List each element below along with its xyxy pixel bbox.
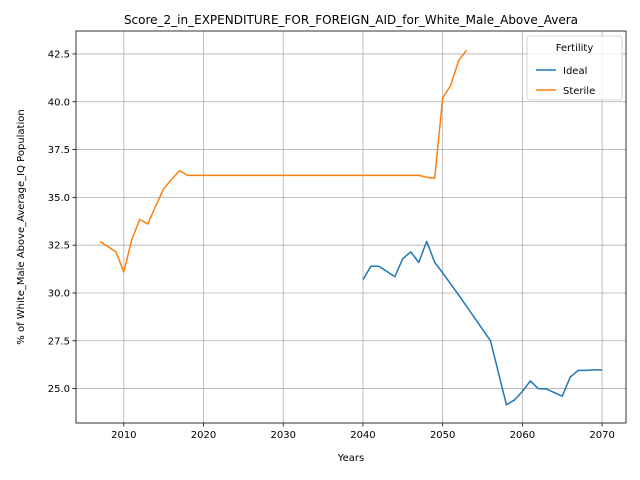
x-tick-label: 2040: [350, 430, 375, 441]
legend-title: Fertility: [556, 43, 594, 54]
series-line-sterile: [99, 49, 468, 273]
y-tick-label: 37.5: [48, 145, 70, 156]
y-tick-label: 40.0: [48, 97, 70, 108]
series-layer: [99, 49, 603, 406]
legend-box: [526, 35, 623, 101]
grid: [76, 31, 626, 423]
y-axis: 25.0 27.5 30.0 32.5 35.0 37.5 40.0 42.5: [48, 49, 76, 395]
y-tick-label: 27.5: [48, 336, 70, 347]
y-axis-label: % of White_Male Above_Average_IQ Populat…: [16, 109, 27, 344]
y-tick-label: 30.0: [48, 288, 70, 299]
legend: Fertility Ideal Sterile: [526, 35, 623, 101]
legend-label-sterile: Sterile: [563, 86, 595, 97]
y-tick-label: 25.0: [48, 384, 70, 395]
chart-title: Score_2_in_EXPENDITURE_FOR_FOREIGN_AID_f…: [124, 13, 578, 27]
y-tick-label: 32.5: [48, 241, 70, 252]
x-tick-label: 2030: [271, 430, 296, 441]
x-tick-label: 2020: [191, 430, 216, 441]
x-tick-label: 2070: [589, 430, 614, 441]
y-tick-label: 35.0: [48, 193, 70, 204]
x-tick-label: 2060: [510, 430, 535, 441]
y-tick-label: 42.5: [48, 49, 70, 60]
x-axis: 2010 2020 2030 2040 2050 2060 2070: [111, 423, 615, 441]
series-line-ideal: [362, 240, 603, 406]
legend-label-ideal: Ideal: [563, 66, 587, 77]
plot-frame: [75, 30, 627, 424]
x-tick-label: 2050: [430, 430, 455, 441]
x-axis-label: Years: [337, 453, 364, 464]
x-tick-label: 2010: [111, 430, 136, 441]
